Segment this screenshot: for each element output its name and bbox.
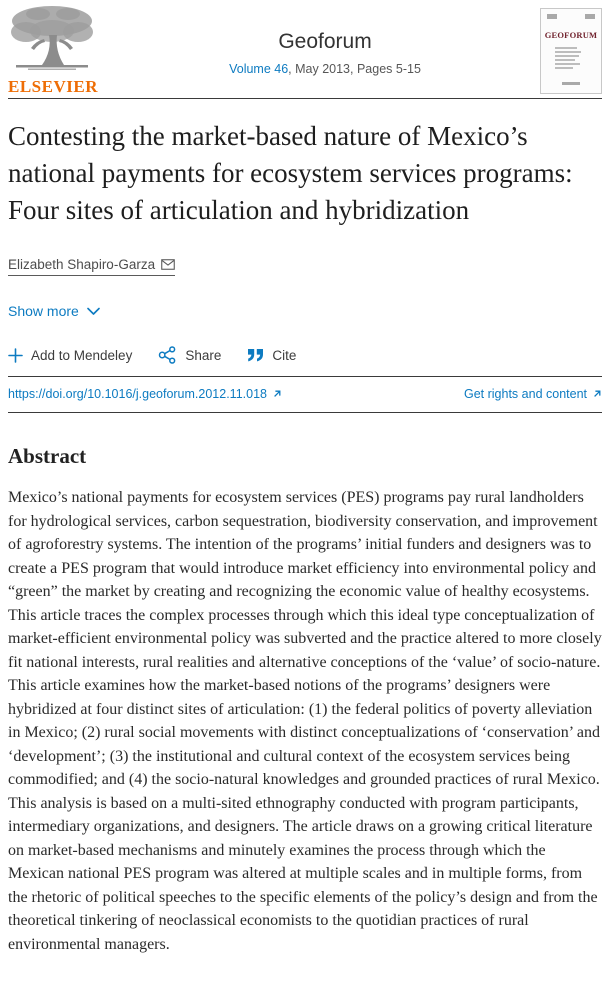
cover-text-lines bbox=[555, 47, 581, 71]
cite-label: Cite bbox=[272, 347, 297, 363]
add-to-mendeley-button[interactable]: Add to Mendeley bbox=[8, 348, 132, 363]
author-link[interactable]: Elizabeth Shapiro-Garza bbox=[8, 257, 176, 276]
share-label: Share bbox=[185, 347, 222, 363]
elsevier-tree-icon bbox=[8, 5, 96, 71]
cover-corner-marks bbox=[547, 14, 595, 19]
doi-row: https://doi.org/10.1016/j.geoforum.2012.… bbox=[8, 377, 602, 412]
toolbar-divider bbox=[8, 376, 602, 377]
share-button[interactable]: Share bbox=[158, 346, 221, 364]
show-more-label: Show more bbox=[8, 303, 79, 319]
cite-button[interactable]: Cite bbox=[247, 348, 296, 363]
chevron-down-icon bbox=[87, 307, 100, 316]
external-link-icon bbox=[592, 389, 602, 399]
abstract-text: Mexico’s national payments for ecosystem… bbox=[8, 489, 602, 953]
share-nodes-icon bbox=[158, 346, 177, 364]
issue-info: , May 2013, Pages 5-15 bbox=[288, 62, 421, 76]
quote-cite-icon bbox=[247, 348, 264, 362]
volume-link[interactable]: Volume 46 bbox=[229, 62, 289, 76]
doi-divider bbox=[8, 412, 602, 413]
cover-journal-title: Geoforum bbox=[544, 30, 598, 40]
article-toolbar: Add to Mendeley Share bbox=[8, 346, 602, 364]
doi-link[interactable]: https://doi.org/10.1016/j.geoforum.2012.… bbox=[8, 387, 282, 401]
doi-url: https://doi.org/10.1016/j.geoforum.2012.… bbox=[8, 387, 267, 401]
get-rights-label: Get rights and content bbox=[464, 387, 587, 401]
article-title: Contesting the market-based nature of Me… bbox=[8, 121, 573, 225]
journal-name-link[interactable]: Geoforum bbox=[278, 30, 372, 53]
show-more-button[interactable]: Show more bbox=[8, 303, 100, 319]
cover-footer-mark bbox=[562, 82, 580, 85]
journal-info: Geoforum Volume 46, May 2013, Pages 5-15 bbox=[110, 5, 540, 76]
journal-header: ELSEVIER Geoforum Volume 46, May 2013, P… bbox=[8, 0, 602, 98]
add-to-mendeley-label: Add to Mendeley bbox=[31, 347, 133, 363]
abstract-heading: Abstract bbox=[8, 444, 87, 468]
external-link-icon bbox=[272, 389, 282, 399]
volume-issue-line: Volume 46, May 2013, Pages 5-15 bbox=[110, 62, 540, 76]
article-page: ELSEVIER Geoforum Volume 46, May 2013, P… bbox=[8, 0, 602, 956]
elsevier-logo[interactable]: ELSEVIER bbox=[8, 5, 110, 97]
author-name: Elizabeth Shapiro-Garza bbox=[8, 257, 156, 272]
get-rights-link[interactable]: Get rights and content bbox=[464, 387, 602, 401]
journal-cover-thumbnail[interactable]: Geoforum bbox=[540, 8, 602, 94]
email-envelope-icon bbox=[161, 259, 175, 270]
header-divider bbox=[8, 98, 602, 99]
plus-icon bbox=[8, 347, 23, 363]
elsevier-wordmark: ELSEVIER bbox=[8, 77, 98, 96]
